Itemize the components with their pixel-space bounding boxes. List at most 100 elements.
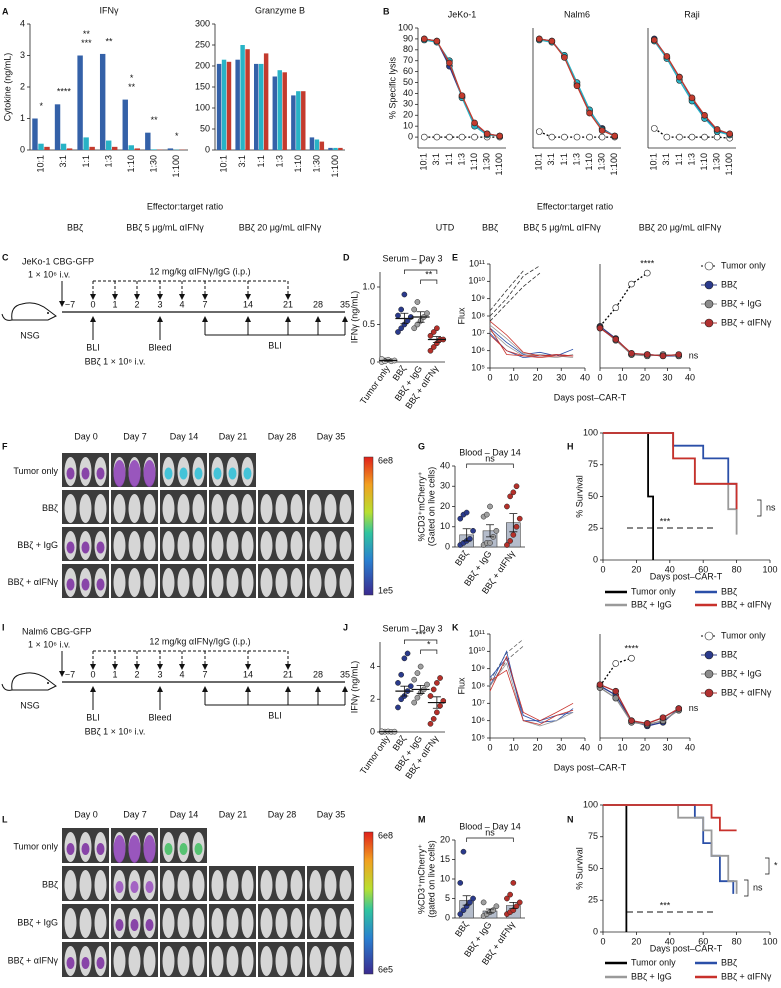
mouse-image <box>260 870 273 900</box>
mouse-image <box>192 531 205 560</box>
line <box>599 657 632 687</box>
mouse-image <box>177 870 190 900</box>
x-tick-label: 40 <box>685 742 695 752</box>
mouse-image <box>324 908 337 938</box>
x-tick-label: 20 <box>631 564 641 574</box>
survival-curve <box>603 432 738 510</box>
point <box>437 675 443 681</box>
error-bar <box>416 684 425 694</box>
marker <box>446 133 453 141</box>
marker <box>611 132 619 140</box>
marker <box>596 324 604 332</box>
y-tick-label: 10⁵ <box>471 732 485 742</box>
x-tick-label: 20 <box>640 742 650 752</box>
bar <box>272 76 278 150</box>
panel-label: E <box>452 252 458 262</box>
cell-line: JeKo-1 CBG-GFP <box>22 256 94 266</box>
legend-label: BBζ <box>721 586 737 596</box>
marker <box>675 351 683 358</box>
point <box>434 325 440 332</box>
marker <box>598 133 606 141</box>
marker <box>433 133 441 141</box>
legend-marker <box>704 318 714 328</box>
line <box>489 669 574 725</box>
y-tick-label: 40 <box>440 460 450 470</box>
y-tick-label: 0 <box>205 144 210 154</box>
y-tick-label: 90 <box>403 33 413 43</box>
mouse-image <box>192 494 205 523</box>
legend-marker <box>704 650 714 660</box>
row-label: BBζ + IgG <box>17 540 58 550</box>
bracket <box>466 463 514 468</box>
x-tick-label: 40 <box>580 372 590 382</box>
marker <box>628 350 635 357</box>
color-bar-max: 6e8 <box>378 455 393 465</box>
day-label: 3 <box>157 299 162 309</box>
marker <box>650 125 658 132</box>
bli-signal <box>96 957 105 969</box>
line <box>424 38 500 137</box>
y-tick-label: 2 <box>370 694 375 704</box>
panel-label: C <box>2 252 9 262</box>
error-bar <box>509 902 518 910</box>
y-tick-label: 100 <box>583 799 598 809</box>
legend-label: BBζ <box>721 957 737 967</box>
survival-curve <box>603 804 738 894</box>
y-axis-label: Flux <box>456 677 466 695</box>
y-axis-label: IFNγ (ng/mL) <box>349 661 359 714</box>
point <box>411 325 418 332</box>
color-bar <box>363 456 374 596</box>
y-tick-label: 10⁹ <box>471 293 485 303</box>
y-tick-label: 100 <box>195 102 210 112</box>
bleed: Bleed <box>148 712 171 722</box>
point <box>430 716 437 722</box>
marker <box>628 654 635 662</box>
point <box>424 310 430 317</box>
marker <box>573 133 581 141</box>
chart-title: Nalm6 <box>564 9 590 19</box>
marker <box>420 35 428 43</box>
mouse-image <box>260 568 273 597</box>
x-tick-label: 40 <box>580 742 590 752</box>
bracket <box>420 649 438 654</box>
mouse-image <box>260 494 273 523</box>
significance: * <box>40 101 44 111</box>
bli-signal <box>66 957 75 969</box>
mouse-image <box>64 494 77 523</box>
x-tick-label: 10:1 <box>534 153 544 171</box>
x-tick-label: 1:1 <box>674 153 684 166</box>
point <box>510 489 517 496</box>
marker <box>548 133 556 141</box>
bli-signal <box>164 843 173 855</box>
day-label: Day 0 <box>74 431 98 441</box>
x-axis-label: Days post–CAR-T <box>650 571 723 581</box>
panel-label: J <box>343 622 348 632</box>
y-tick-label: 0 <box>370 356 375 366</box>
day-label: Day 35 <box>317 809 346 819</box>
point <box>507 891 513 898</box>
day-label: Day 35 <box>317 431 346 441</box>
bar <box>167 148 174 150</box>
mouse-image <box>64 870 77 900</box>
mouse-image <box>143 494 156 523</box>
line <box>424 39 500 137</box>
y-tick-label: 3 <box>20 50 25 60</box>
mouse-image <box>275 946 288 976</box>
bar <box>258 63 264 150</box>
bracket <box>420 279 438 284</box>
line <box>489 327 574 357</box>
x-tick-label: 1:10 <box>584 153 594 171</box>
marker <box>688 133 696 141</box>
y-axis-label: % Specific lysis <box>387 56 397 119</box>
bli-signal <box>66 578 75 591</box>
bar <box>291 95 296 150</box>
mouse-image <box>177 531 190 560</box>
x-tick-label: 3:1 <box>431 153 441 166</box>
bar <box>77 55 83 150</box>
y-tick-label: 10 <box>440 521 450 531</box>
point <box>516 899 523 906</box>
bar <box>245 49 250 151</box>
y-tick-label: 15 <box>440 854 450 864</box>
day-label: Day 7 <box>123 809 147 819</box>
bli-signal <box>143 835 156 863</box>
